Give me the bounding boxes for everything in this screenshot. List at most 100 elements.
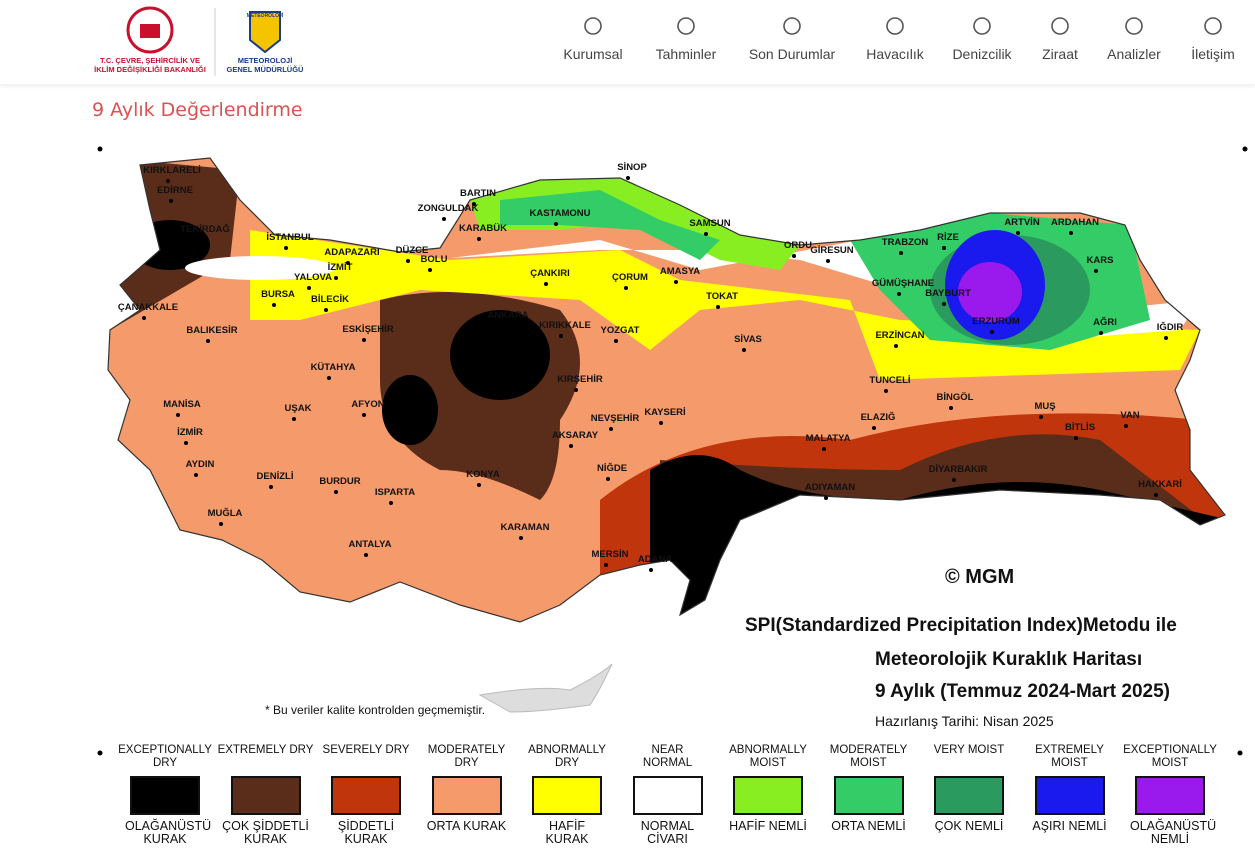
city-dot xyxy=(428,268,432,272)
city-label: GİRESUN xyxy=(810,245,853,256)
nav-icon xyxy=(886,17,904,35)
cyprus xyxy=(478,663,613,713)
city-label: KÜTAHYA xyxy=(311,362,356,373)
city-label: TRABZON xyxy=(882,237,929,248)
city-label: KARABÜK xyxy=(459,223,507,234)
city-dot xyxy=(292,417,296,421)
nav-item[interactable]: Havacılık xyxy=(866,46,924,62)
city-dot xyxy=(897,292,901,296)
city-label: BARTIN xyxy=(460,188,496,199)
city-label: ANTALYA xyxy=(349,539,392,550)
city-label: ÇANKIRI xyxy=(530,268,570,279)
drought-map: KIRKLARELİ EDİRNE TEKİRDAĞ İSTANBUL ÇANAKKAL… xyxy=(97,146,1248,756)
city-label: ZONGULDAK xyxy=(418,203,479,214)
city-label: MERSİN xyxy=(592,549,629,560)
city-label: ARDAHAN xyxy=(1051,217,1099,228)
city-label: ARTVİN xyxy=(1004,217,1040,228)
city-dot xyxy=(389,501,393,505)
city-label: BAYBURT xyxy=(925,288,971,299)
legend-label-tr: ORTA KURAK xyxy=(426,819,507,833)
city-label: YALOVA xyxy=(294,272,332,283)
nav-item[interactable]: Son Durumlar xyxy=(748,46,836,62)
map-credit: © MGM xyxy=(945,566,1014,588)
legend-swatch xyxy=(1135,776,1205,815)
nav-item[interactable]: Ziraat xyxy=(1042,46,1078,62)
corner-dot xyxy=(1237,750,1243,756)
city-dot xyxy=(606,477,610,481)
city-label: GÜMÜŞHANE xyxy=(872,278,934,289)
legend-label-tr: NORMAL CİVARI xyxy=(640,819,695,846)
city-dot xyxy=(824,496,828,500)
city-label: NEVŞEHİR xyxy=(591,413,640,424)
nav-icon xyxy=(1125,17,1143,35)
city-label: ERZİNCAN xyxy=(875,330,924,341)
legend-label-tr: AŞIRI NEMLİ xyxy=(1032,819,1107,833)
city-label: KIRKLARELİ xyxy=(143,165,201,176)
city-label: KARAMAN xyxy=(500,522,549,533)
legend-swatch xyxy=(733,776,803,815)
city-label: UŞAK xyxy=(285,403,312,414)
city-dot xyxy=(269,485,273,489)
city-dot xyxy=(272,303,276,307)
city-labels: KIRKLARELİ EDİRNE TEKİRDAĞ İSTANBUL ÇANAKKAL… xyxy=(118,162,1183,572)
city-dot xyxy=(362,338,366,342)
city-label: BOLU xyxy=(421,254,448,265)
nav-item[interactable]: Analizler xyxy=(1107,46,1161,62)
city-dot xyxy=(442,217,446,221)
legend-swatch xyxy=(130,776,200,815)
city-dot xyxy=(194,473,198,477)
city-label: ADANA xyxy=(638,554,672,565)
city-label: ÇANAKKALE xyxy=(118,302,178,313)
city-label: KARS xyxy=(1087,255,1114,266)
city-dot xyxy=(569,444,573,448)
city-dot xyxy=(949,406,953,410)
nav-item[interactable]: Tahminler xyxy=(655,46,717,62)
legend-label-tr: ÇOK ŞİDDETLİ KURAK xyxy=(222,819,309,846)
legend-label-en: EXCEPTIONALLY MOIST xyxy=(1123,744,1217,769)
city-label: KIRŞEHİR xyxy=(557,374,603,385)
city-label: SİNOP xyxy=(617,162,647,173)
legend-label-en: MODERATELY MOIST xyxy=(829,744,908,769)
city-dot xyxy=(544,282,548,286)
city-dot xyxy=(674,280,678,284)
city-dot xyxy=(704,232,708,236)
city-label: BİTLİS xyxy=(1065,422,1095,433)
city-dot xyxy=(952,478,956,482)
city-label: KAYSERİ xyxy=(644,407,685,418)
city-label: NİĞDE xyxy=(597,462,627,474)
legend-label-en: SEVERELY DRY xyxy=(322,744,410,756)
legend-swatch xyxy=(632,776,703,815)
city-label: VAN xyxy=(1120,410,1139,421)
city-dot xyxy=(942,246,946,250)
city-label: ORDU xyxy=(784,240,812,251)
nav-item[interactable]: Kurumsal xyxy=(563,46,623,62)
nav-item[interactable]: İletişim xyxy=(1191,46,1235,62)
city-label: ESKİŞEHİR xyxy=(342,324,393,335)
city-label: HAKKARİ xyxy=(1138,479,1182,490)
legend-label-tr: HAFİF NEMLİ xyxy=(729,819,807,833)
city-dot xyxy=(364,553,368,557)
city-dot xyxy=(142,316,146,320)
city-dot xyxy=(1069,231,1073,235)
ministry-name: İKLİM DEĞİŞİKLİĞİ BAKANLIĞI xyxy=(94,65,206,74)
map-note: * Bu veriler kalite kontrolden geçmemişt… xyxy=(265,703,485,717)
city-dot xyxy=(894,344,898,348)
marmara-sea xyxy=(185,256,335,280)
nav-icon xyxy=(1204,17,1222,35)
agency-name: METEOROLOJİ xyxy=(238,56,293,65)
legend-swatch xyxy=(833,776,904,815)
city-label: MANİSA xyxy=(163,399,201,410)
legend-label-tr: OLAĞANÜSTÜ NEMLİ xyxy=(1130,819,1217,846)
city-label: İZMİR xyxy=(177,427,203,438)
city-dot xyxy=(1074,436,1078,440)
city-dot xyxy=(362,413,366,417)
city-dot xyxy=(942,302,946,306)
city-label: ADAPAZARI xyxy=(324,247,379,258)
legend-label-en: MODERATELY DRY xyxy=(427,744,506,769)
corner-dot xyxy=(1242,146,1248,152)
city-dot xyxy=(284,246,288,250)
legend-label-en: ABNORMALLY DRY xyxy=(528,744,606,769)
nav-item[interactable]: Denizcilik xyxy=(952,46,1012,62)
header: T.C. ÇEVRE, ŞEHİRCİLİK VE İKLİM DEĞİŞİKL… xyxy=(0,0,1255,84)
corner-dot xyxy=(97,146,103,152)
